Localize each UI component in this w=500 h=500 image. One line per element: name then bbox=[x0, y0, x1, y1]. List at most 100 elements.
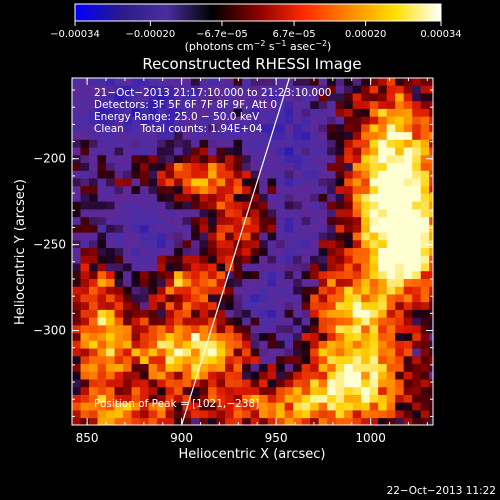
heatmap-cell bbox=[157, 240, 167, 249]
heatmap-cell bbox=[208, 186, 218, 195]
heatmap-cell bbox=[259, 108, 269, 118]
heatmap-cell bbox=[293, 124, 303, 133]
heatmap-cell bbox=[233, 379, 243, 388]
heatmap-cell bbox=[199, 224, 209, 234]
heatmap-cell bbox=[369, 248, 379, 257]
heatmap-cell bbox=[208, 286, 218, 296]
heatmap-cell bbox=[89, 394, 99, 404]
heatmap-cell bbox=[250, 163, 260, 172]
heatmap-cell bbox=[327, 263, 337, 272]
heatmap-cell bbox=[131, 232, 141, 241]
heatmap-cell bbox=[386, 286, 396, 296]
heatmap-cell bbox=[335, 224, 345, 234]
heatmap-cell bbox=[250, 317, 260, 326]
heatmap-cell bbox=[395, 394, 405, 404]
heatmap-cell bbox=[123, 387, 133, 396]
heatmap-cell bbox=[335, 193, 345, 203]
heatmap-cell bbox=[259, 278, 269, 288]
heatmap-cell bbox=[267, 178, 277, 187]
heatmap-cell bbox=[208, 356, 218, 365]
heatmap-cell bbox=[267, 394, 277, 404]
heatmap-cell bbox=[395, 186, 405, 195]
heatmap-cell bbox=[216, 263, 226, 272]
heatmap-cell bbox=[174, 240, 184, 249]
heatmap-cell bbox=[344, 286, 354, 296]
heatmap-cell bbox=[131, 255, 141, 265]
heatmap-cell bbox=[420, 286, 430, 296]
heatmap-cell bbox=[106, 178, 116, 187]
heatmap-cell bbox=[429, 371, 433, 381]
heatmap-cell bbox=[191, 371, 201, 381]
heatmap-cell bbox=[267, 101, 277, 110]
heatmap-cell bbox=[199, 333, 209, 342]
heatmap-cell bbox=[344, 186, 354, 195]
heatmap-cell bbox=[310, 108, 320, 118]
heatmap-cell bbox=[335, 394, 345, 404]
heatmap-cell bbox=[72, 348, 82, 357]
heatmap-cell bbox=[157, 379, 167, 388]
heatmap-cell bbox=[242, 426, 251, 434]
heatmap-cell bbox=[148, 356, 158, 365]
heatmap-cell bbox=[199, 294, 209, 303]
heatmap-cell bbox=[352, 85, 362, 95]
heatmap-cell bbox=[361, 302, 371, 311]
heatmap-cell bbox=[140, 248, 150, 257]
heatmap-cell bbox=[412, 317, 422, 326]
heatmap-cell bbox=[361, 309, 371, 319]
heatmap-cell bbox=[395, 379, 405, 388]
heatmap-cell bbox=[165, 217, 175, 226]
heatmap-cell bbox=[208, 340, 218, 350]
heatmap-cell bbox=[412, 78, 422, 87]
heatmap-cell bbox=[114, 116, 124, 125]
heatmap-cell bbox=[216, 240, 226, 249]
heatmap-cell bbox=[378, 170, 388, 180]
heatmap-cell bbox=[335, 402, 345, 411]
heatmap-cell bbox=[293, 85, 303, 95]
heatmap-cell bbox=[361, 278, 371, 288]
heatmap-cell bbox=[157, 302, 167, 311]
heatmap-cell bbox=[293, 294, 303, 303]
heatmap-cell bbox=[361, 170, 371, 180]
heatmap-cell bbox=[301, 193, 311, 203]
heatmap-cell bbox=[369, 78, 379, 87]
heatmap-cell bbox=[140, 193, 150, 203]
heatmap-cell bbox=[301, 302, 311, 311]
heatmap-cell bbox=[157, 255, 167, 265]
heatmap-cell bbox=[386, 294, 396, 303]
heatmap-cell bbox=[293, 101, 303, 110]
heatmap-cell bbox=[174, 147, 184, 156]
heatmap-cell bbox=[157, 340, 167, 350]
x-axis-label: Heliocentric X (arcsec) bbox=[179, 447, 326, 462]
heatmap-cell bbox=[123, 78, 133, 87]
heatmap-cell bbox=[250, 217, 260, 226]
heatmap-cell bbox=[225, 387, 235, 396]
heatmap-cell bbox=[106, 101, 116, 110]
heatmap-cell bbox=[293, 201, 303, 211]
heatmap-cell bbox=[89, 124, 99, 133]
heatmap-cell bbox=[318, 201, 328, 211]
heatmap-cell bbox=[123, 147, 133, 156]
heatmap-cell bbox=[97, 394, 107, 404]
heatmap-cell bbox=[403, 147, 413, 156]
heatmap-cell bbox=[140, 286, 150, 296]
heatmap-cell bbox=[327, 132, 337, 141]
heatmap-cell bbox=[80, 224, 90, 234]
heatmap-cell bbox=[403, 209, 413, 218]
heatmap-cell bbox=[412, 426, 421, 434]
heatmap-cell bbox=[123, 263, 133, 272]
heatmap-cell bbox=[208, 124, 218, 133]
heatmap-cell bbox=[89, 325, 99, 334]
heatmap-cell bbox=[250, 201, 260, 211]
heatmap-cell bbox=[148, 317, 158, 326]
heatmap-cell bbox=[344, 271, 354, 280]
heatmap-cell bbox=[97, 248, 107, 257]
heatmap-cell bbox=[344, 402, 354, 411]
heatmap-cell bbox=[233, 302, 243, 311]
heatmap-cell bbox=[148, 217, 158, 226]
heatmap-cell bbox=[250, 85, 260, 95]
heatmap-cell bbox=[191, 278, 201, 288]
heatmap-cell bbox=[199, 418, 209, 425]
heatmap-cell bbox=[327, 232, 337, 241]
heatmap-cell bbox=[420, 317, 430, 326]
heatmap-cell bbox=[89, 418, 99, 425]
